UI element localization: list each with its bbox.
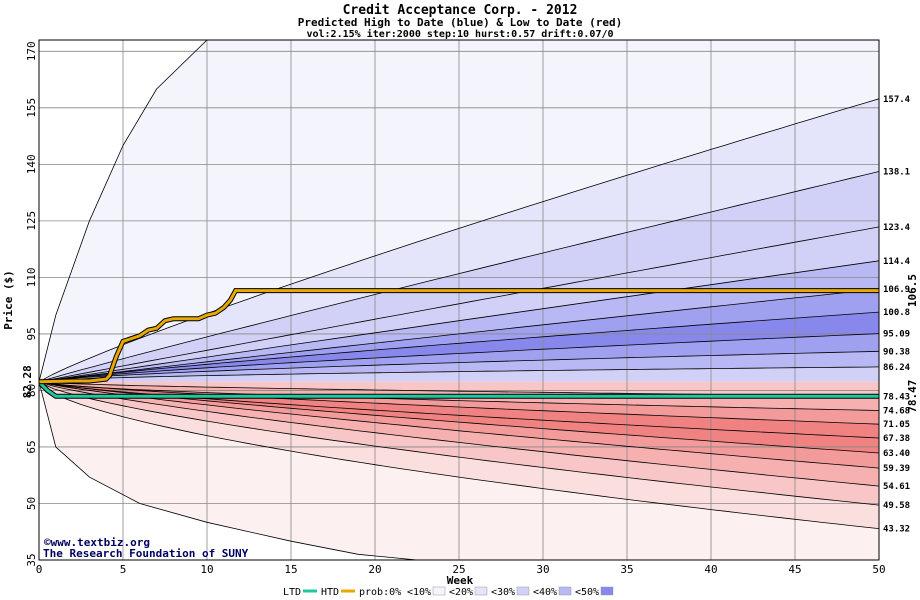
y-tick-label: 35 <box>25 553 38 566</box>
percentile-end-label: 78.43 <box>883 392 910 402</box>
x-tick-label: 45 <box>788 563 801 576</box>
x-tick-label: 10 <box>200 563 213 576</box>
legend-color-swatch <box>600 586 614 596</box>
legend-color-swatch <box>516 586 530 596</box>
legend-label: <30% <box>491 587 515 598</box>
x-tick-label: 40 <box>704 563 717 576</box>
percentile-end-label: 95.09 <box>883 330 910 340</box>
x-tick-label: 15 <box>284 563 297 576</box>
credit-line-1: ©www.textbiz.org <box>44 536 150 549</box>
high-percentile-curve-2 <box>39 171 879 383</box>
x-tick-label: 30 <box>536 563 549 576</box>
low-percentile-curve-6 <box>39 381 879 469</box>
legend-color-swatch <box>474 586 488 596</box>
outer-low-curve <box>39 381 418 560</box>
percentile-end-label: 123.4 <box>883 223 911 233</box>
start-price-label: 82.28 <box>21 365 34 398</box>
y-tick-label: 170 <box>25 41 38 61</box>
percentile-end-label: 63.40 <box>883 449 910 459</box>
percentile-end-label: 114.4 <box>883 257 911 267</box>
x-tick-label: 25 <box>452 563 465 576</box>
low-percentile-curve-9 <box>39 381 879 529</box>
high-percentile-curve-1 <box>39 98 879 383</box>
legend-label: HTD <box>321 587 339 598</box>
y-tick-label: 155 <box>25 98 38 118</box>
low-percentile-curve-3 <box>39 381 879 425</box>
percentile-end-label: 71.05 <box>883 420 910 430</box>
percentile-end-label: 49.58 <box>883 501 910 511</box>
legend-label: prob:0% <box>359 587 401 598</box>
chart-params: vol:2.15% iter:2000 step:10 hurst:0.57 d… <box>306 28 613 40</box>
high-percentile-curve-9 <box>39 366 879 383</box>
high-percentile-curve-6 <box>39 311 879 383</box>
percentile-end-label: 59.39 <box>883 464 910 474</box>
outer-high-curve <box>39 40 208 382</box>
plot-area: 0 5 10 15 20 25 30 35 40 45 50 35 50 65 80 95 110 125 140 1… <box>21 39 919 576</box>
chart-subtitle: Predicted High to Date (blue) & Low to D… <box>298 16 623 29</box>
plot-frame <box>38 39 880 561</box>
y-tick-label: 110 <box>25 267 38 287</box>
plot-content <box>39 40 879 560</box>
low-to-date-value-label: 78.47 <box>906 380 919 413</box>
percentile-end-label: 54.61 <box>883 482 910 492</box>
percentile-end-label: 90.38 <box>883 347 910 357</box>
legend-color-swatch <box>432 586 446 596</box>
y-tick-label: 50 <box>25 497 38 510</box>
legend-label: <50% <box>575 587 599 598</box>
percentile-end-label: 106.9 <box>883 285 910 295</box>
legend-label: <10% <box>407 587 431 598</box>
low-to-date-line <box>39 380 879 398</box>
low-percentile-curve-8 <box>39 381 879 506</box>
legend-label: LTD <box>283 587 301 598</box>
low-percentile-curve-2 <box>39 381 879 411</box>
percentile-end-label: 100.8 <box>883 308 910 318</box>
low-band-1 <box>39 381 879 529</box>
high-to-date-value-label: 106.5 <box>906 274 919 307</box>
x-axis-label: Week <box>447 574 474 587</box>
legend-color-swatch <box>558 586 572 596</box>
high-percentile-curve-5 <box>39 288 879 383</box>
x-tick-label: 50 <box>872 563 885 576</box>
x-tick-label: 0 <box>36 563 43 576</box>
x-tick-label: 20 <box>368 563 381 576</box>
y-tick-label: 125 <box>25 211 38 231</box>
percentile-end-label: 138.1 <box>883 168 910 178</box>
y-tick-label: 140 <box>25 154 38 174</box>
high-to-date-line <box>39 289 879 384</box>
chart-title: Credit Acceptance Corp. - 2012 <box>343 3 578 18</box>
y-axis-label: Price ($) <box>2 270 15 330</box>
legend: LTD HTD prob:0% <10% <20% <30% <40% <50% <box>283 586 614 598</box>
percentile-end-label: 74.68 <box>883 406 910 416</box>
x-tick-label: 35 <box>620 563 633 576</box>
legend-label: <20% <box>449 587 473 598</box>
percentile-end-label: 43.32 <box>883 525 910 535</box>
high-percentile-curve-4 <box>39 260 879 383</box>
y-tick-label: 95 <box>25 327 38 340</box>
y-tick-label: 80 <box>25 384 38 397</box>
percentile-end-label: 86.24 <box>883 363 911 373</box>
percentile-end-label: 157.4 <box>883 95 911 105</box>
high-percentile-curve-3 <box>39 226 879 383</box>
high-percentile-curve-7 <box>39 333 879 383</box>
low-percentile-curve-7 <box>39 381 879 487</box>
percentile-end-label: 67.38 <box>883 434 910 444</box>
credit-line-2: The Research Foundation of SUNY <box>43 547 249 560</box>
legend-label: <40% <box>533 587 557 598</box>
x-tick-label: 5 <box>120 563 127 576</box>
y-tick-label: 65 <box>25 440 38 453</box>
high-percentile-curve-8 <box>39 350 879 383</box>
